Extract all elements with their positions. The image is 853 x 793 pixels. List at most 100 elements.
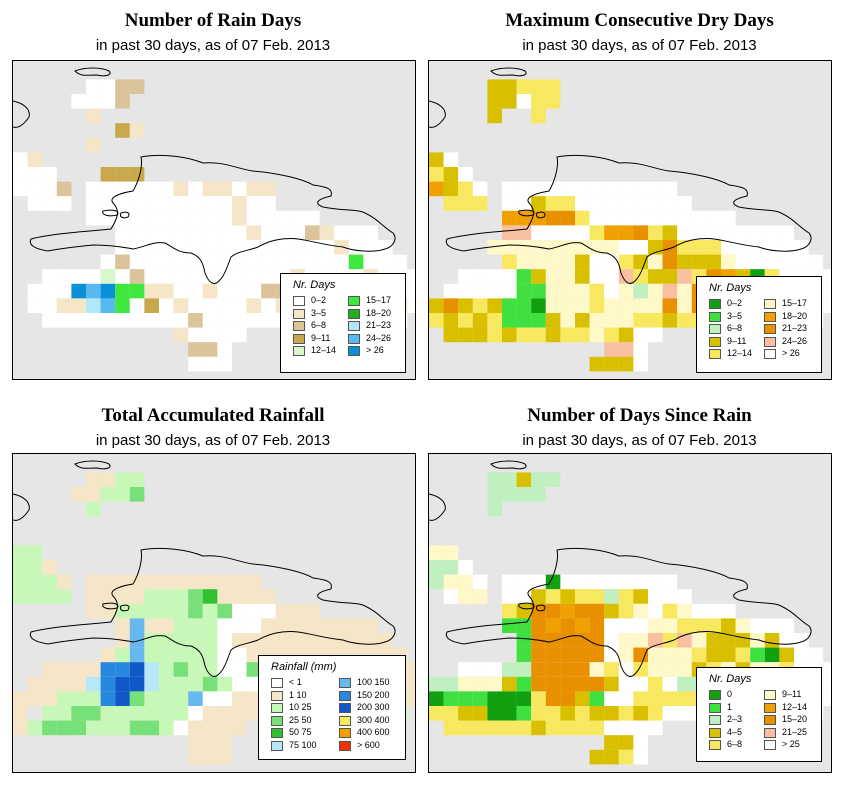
map-frame <box>428 60 832 380</box>
grid-cell <box>575 254 590 270</box>
map-legend: Rainfall (mm) < 1 1 10 10 25 25 50 50 75 75 10… <box>258 655 406 760</box>
grid-cell <box>648 720 663 736</box>
grid-cell <box>545 327 561 343</box>
grid-cell <box>86 691 101 706</box>
island-outline <box>120 211 130 219</box>
grid-cell <box>531 647 546 663</box>
grid-cell <box>144 691 159 706</box>
grid-cell <box>429 706 444 721</box>
grid-cell <box>662 240 678 255</box>
grid-cell <box>560 706 575 721</box>
grid-cell <box>27 545 43 560</box>
grid-cell <box>188 691 203 706</box>
map-canvas <box>429 460 831 765</box>
grid-cell <box>575 298 590 313</box>
grid-cell <box>429 574 444 590</box>
grid-cell <box>56 691 72 706</box>
grid-cell <box>662 210 678 226</box>
grid-cell <box>217 618 232 633</box>
grid-cell <box>502 618 517 633</box>
grid-cell <box>42 676 57 692</box>
grid-cell <box>100 720 116 736</box>
grid-cell <box>560 313 575 328</box>
grid-cell <box>129 269 145 284</box>
grid-cell <box>27 574 43 590</box>
island-outline <box>120 604 130 612</box>
grid-cell <box>188 283 203 299</box>
grid-cell <box>217 313 232 328</box>
legend-label: 0–2 <box>727 298 743 308</box>
legend-swatch <box>339 740 351 751</box>
grid-cell <box>502 603 517 619</box>
grid-cell <box>100 94 116 109</box>
grid-cell <box>217 240 232 255</box>
grid-cell <box>129 691 145 706</box>
grid-cell <box>633 181 648 197</box>
grid-cell <box>604 269 619 284</box>
grid-cell <box>115 706 130 721</box>
grid-cell <box>42 560 57 575</box>
grid-cell <box>202 298 218 313</box>
grid-cell <box>516 676 532 692</box>
grid-cell <box>589 720 605 736</box>
grid-cell <box>502 181 517 197</box>
grid-cell <box>232 691 247 706</box>
grid-cell <box>13 181 28 197</box>
grid-cell <box>232 196 247 211</box>
grid-cell <box>173 647 189 663</box>
grid-cell <box>604 181 619 197</box>
grid-cell <box>115 123 130 138</box>
grid-cell <box>115 225 130 240</box>
grid-cell <box>531 487 546 502</box>
grid-cell <box>604 720 619 736</box>
grid-cell <box>575 574 590 590</box>
legend-swatch <box>271 678 283 688</box>
grid-cell <box>443 545 459 560</box>
grid-cell <box>129 487 145 502</box>
grid-cell <box>71 706 86 721</box>
panel-title: Number of Rain Days <box>124 10 302 31</box>
grid-cell <box>100 472 116 487</box>
grid-cell <box>115 196 130 211</box>
grid-cell <box>618 342 634 357</box>
grid-cell <box>648 327 663 343</box>
grid-cell <box>173 240 189 255</box>
grid-cell <box>115 94 130 109</box>
map-canvas <box>429 67 831 372</box>
grid-cell <box>261 589 276 604</box>
grid-cell <box>188 589 203 604</box>
grid-cell <box>319 240 335 255</box>
legend-label: 300 400 <box>357 714 390 725</box>
grid-cell <box>531 662 546 677</box>
grid-cell <box>516 327 532 343</box>
grid-cell <box>100 254 116 270</box>
grid-cell <box>407 662 415 677</box>
grid-cell <box>100 706 116 721</box>
grid-cell <box>202 603 218 619</box>
grid-cell <box>531 618 546 633</box>
grid-cell <box>531 79 546 94</box>
grid-cell <box>334 225 349 240</box>
grid-cell <box>129 603 145 619</box>
grid-cell <box>502 210 517 226</box>
grid-cell <box>443 589 459 604</box>
grid-cell <box>502 313 517 328</box>
grid-cell <box>575 691 590 706</box>
cuba-coastline <box>13 100 30 128</box>
grid-cell <box>662 706 678 721</box>
grid-cell <box>706 240 721 255</box>
grid-cell <box>618 356 634 372</box>
grid-cell <box>188 269 203 284</box>
grid-cell <box>86 108 101 124</box>
grid-cell <box>159 691 174 706</box>
grid-cell <box>305 210 320 226</box>
grid-cell <box>261 603 276 619</box>
panel-rain-days: Number of Rain Days in past 30 days, as … <box>0 0 426 390</box>
grid-cell <box>443 706 459 721</box>
grid-cell <box>618 647 634 663</box>
grid-cell <box>794 240 809 255</box>
grid-cell <box>334 618 349 633</box>
grid-cell <box>560 181 575 197</box>
grid-cell <box>13 706 28 721</box>
grid-cell <box>633 676 648 692</box>
